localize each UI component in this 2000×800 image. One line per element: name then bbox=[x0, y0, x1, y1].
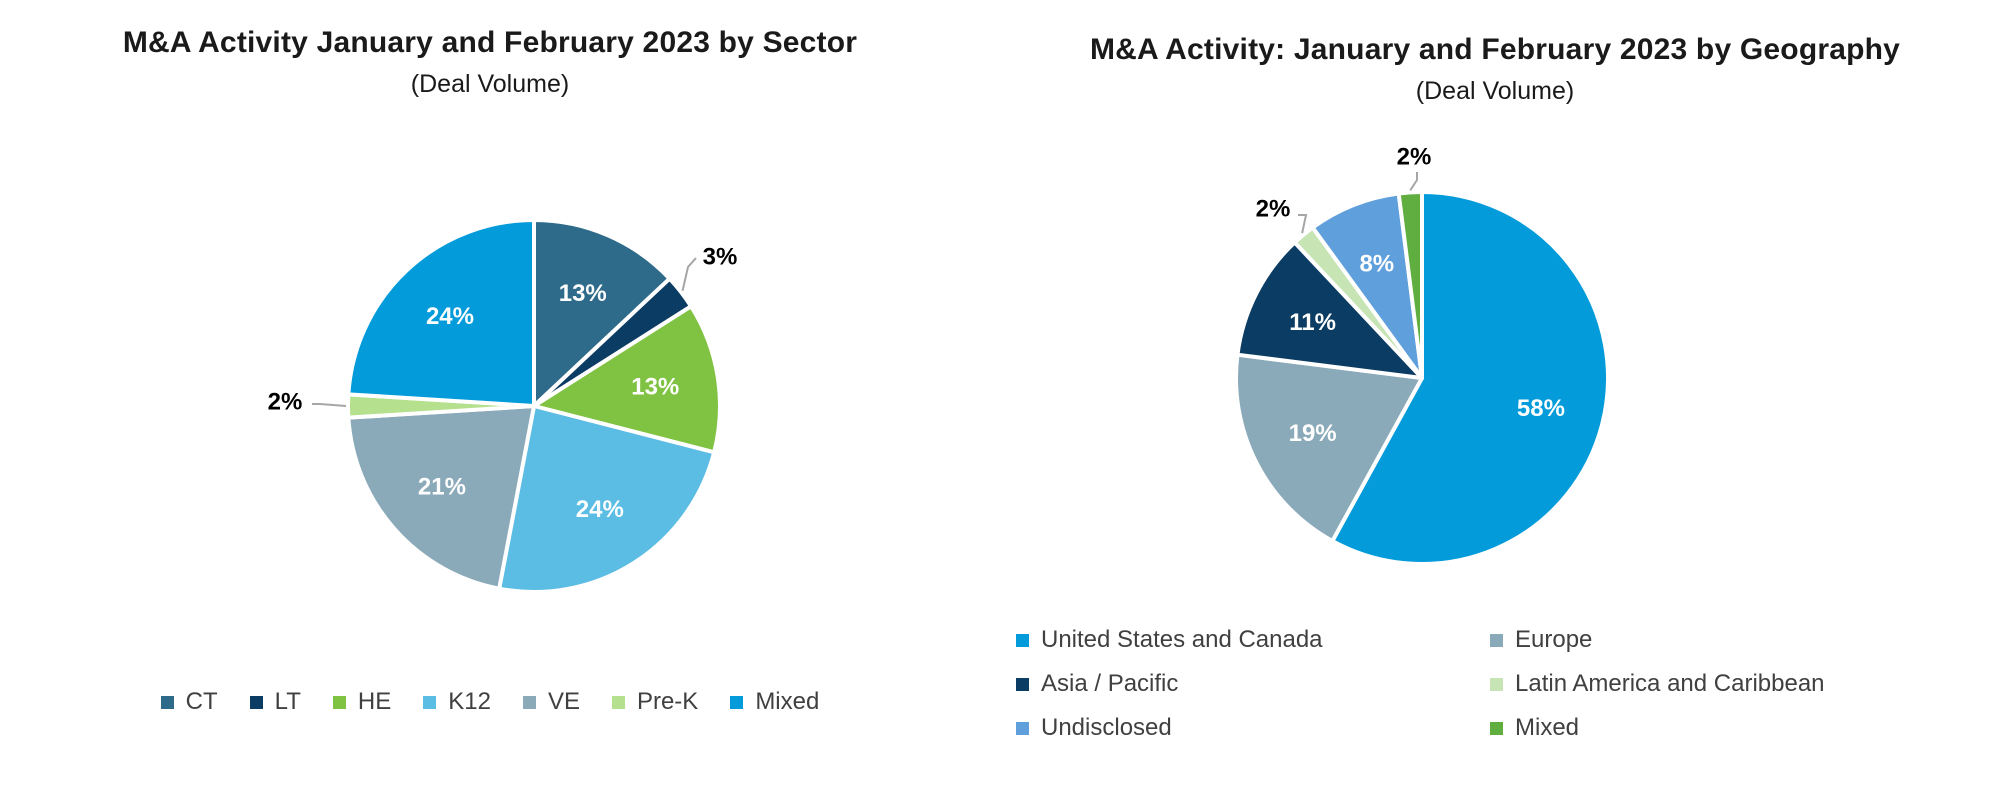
legend-swatch-europe bbox=[1490, 633, 1503, 647]
legend-item-ve: VE bbox=[522, 688, 580, 716]
geo-data-label-undisclosed: 8% bbox=[1359, 250, 1394, 277]
legend-swatch-lt bbox=[249, 695, 263, 709]
sector-slice-ve bbox=[346, 404, 536, 591]
legend-item-us-canada: United States and Canada bbox=[1016, 624, 1490, 656]
sector-data-label-ct: 13% bbox=[559, 280, 607, 307]
geo-slice-united-states-and-canada bbox=[1330, 190, 1610, 566]
sector-data-label-he: 13% bbox=[631, 373, 679, 400]
legend-label-pre-k: Pre-K bbox=[636, 688, 699, 715]
legend-item-latin-america: Latin America and Caribbean bbox=[1490, 668, 1970, 700]
sector-slice-ct bbox=[532, 218, 672, 408]
sector-slice-he bbox=[532, 304, 722, 455]
sector-data-label-ve: 21% bbox=[418, 474, 466, 501]
geo-leader-latin-america-and-caribbean bbox=[1298, 214, 1308, 234]
geo-slice-asia-pacific bbox=[1235, 240, 1424, 380]
sector-chart-title: M&A Activity January and February 2023 b… bbox=[122, 26, 858, 59]
geography-chart-title: M&A Activity: January and February 2023 … bbox=[1089, 33, 1901, 66]
geography-chart: M&A Activity: January and February 2023 … bbox=[990, 0, 2000, 800]
legend-item-k12: K12 bbox=[423, 688, 491, 716]
geo-data-label-mixed: 2% bbox=[1397, 144, 1432, 171]
geo-data-label-europe: 19% bbox=[1289, 420, 1337, 447]
legend-label-europe: Europe bbox=[1515, 626, 1593, 653]
legend-label-us-canada: United States and Canada bbox=[1041, 626, 1323, 653]
legend-item-pre-k: Pre-K bbox=[611, 688, 699, 716]
legend-swatch-asia-pacific bbox=[1016, 677, 1029, 691]
legend-swatch-he bbox=[332, 695, 346, 709]
sector-legend: CT LT HE K12 VE Pre-K Mixed bbox=[0, 688, 980, 716]
geography-pie: 58% 19% 11% 2% 8% 2% bbox=[1234, 144, 1610, 566]
sector-data-label-lt: 3% bbox=[703, 244, 738, 271]
legend-item-he: HE bbox=[332, 688, 392, 716]
legend-item-undisclosed: Undisclosed bbox=[1016, 712, 1490, 744]
sector-pie: 13% 3% 13% 24% 21% 2% 24% bbox=[268, 218, 738, 594]
legend-label-undisclosed: Undisclosed bbox=[1041, 714, 1172, 741]
legend-item-geo-mixed: Mixed bbox=[1490, 712, 1970, 744]
sector-data-label-pre-k: 2% bbox=[268, 389, 303, 416]
sector-chart: M&A Activity January and February 2023 b… bbox=[0, 0, 980, 800]
legend-label-lt: LT bbox=[274, 688, 301, 715]
legend-item-mixed: Mixed bbox=[730, 688, 819, 716]
sector-slice-k12 bbox=[497, 404, 717, 594]
geo-slice-europe bbox=[1234, 352, 1424, 543]
legend-swatch-us-canada bbox=[1016, 633, 1029, 647]
legend-swatch-ct bbox=[160, 695, 174, 709]
legend-swatch-latin-america bbox=[1490, 677, 1503, 691]
legend-swatch-geo-mixed bbox=[1490, 721, 1503, 735]
legend-label-ve: VE bbox=[547, 688, 580, 715]
geography-chart-subtitle: (Deal Volume) bbox=[1415, 77, 1575, 105]
legend-swatch-undisclosed bbox=[1016, 721, 1029, 735]
legend-swatch-mixed bbox=[730, 695, 744, 709]
geo-data-label-asia-pacific: 11% bbox=[1289, 309, 1336, 336]
legend-swatch-k12 bbox=[423, 695, 437, 709]
geo-data-label-latin-america-and-caribbean: 2% bbox=[1256, 196, 1291, 223]
legend-label-he: HE bbox=[357, 688, 392, 715]
geo-slice-mixed bbox=[1396, 190, 1424, 380]
legend-label-latin-america: Latin America and Caribbean bbox=[1515, 670, 1825, 697]
legend-label-geo-mixed: Mixed bbox=[1515, 714, 1580, 741]
sector-chart-subtitle: (Deal Volume) bbox=[410, 70, 570, 98]
legend-swatch-pre-k bbox=[611, 695, 625, 709]
legend-item-ct: CT bbox=[160, 688, 218, 716]
legend-item-lt: LT bbox=[249, 688, 301, 716]
sector-slice-mixed bbox=[346, 218, 536, 408]
geography-legend: United States and Canada Europe Asia / P… bbox=[1016, 624, 1976, 744]
legend-label-ct: CT bbox=[185, 688, 218, 715]
sector-leader-lt bbox=[681, 257, 697, 291]
legend-label-asia-pacific: Asia / Pacific bbox=[1041, 670, 1179, 697]
sector-data-label-mixed: 24% bbox=[426, 303, 474, 330]
legend-label-mixed: Mixed bbox=[755, 688, 820, 715]
legend-item-asia-pacific: Asia / Pacific bbox=[1016, 668, 1490, 700]
sector-leader-pre-k bbox=[312, 403, 347, 407]
legend-label-k12: K12 bbox=[448, 688, 491, 715]
geo-data-label-united-states-and-canada: 58% bbox=[1517, 395, 1565, 422]
geo-leader-mixed bbox=[1409, 172, 1418, 191]
legend-item-europe: Europe bbox=[1490, 624, 1970, 656]
legend-swatch-ve bbox=[522, 695, 536, 709]
sector-data-label-k12: 24% bbox=[576, 496, 624, 523]
